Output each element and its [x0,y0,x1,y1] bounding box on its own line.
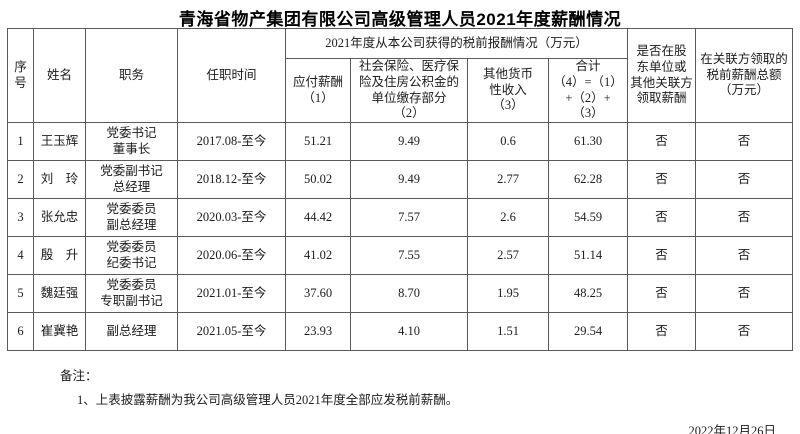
cell-name: 刘 玲 [33,160,86,199]
cell-title: 党委副书记 总经理 [85,160,178,199]
header-related: 在关联方领取的 税前薪酬总额 （万元） [695,28,794,123]
page-title: 青海省物产集团有限公司高级管理人员2021年度薪酬情况 [178,10,622,29]
cell-tenure: 2018.12-至今 [177,160,286,199]
cell-total: 29.54 [547,312,629,351]
cell-related: 否 [695,160,794,199]
cell-total: 62.28 [547,160,629,199]
cell-tenure: 2017.08-至今 [177,122,286,161]
cell-shareholder: 否 [627,198,697,237]
table-row: 4 殷 升 党委委员 纪委书记 2020.06-至今 41.02 7.55 2.… [7,236,794,275]
cell-shareholder: 否 [627,312,697,351]
cell-name: 崔冀艳 [33,312,86,351]
notes-section: 备注： 1、上表披露薪酬为我公司高级管理人员2021年度全部应发税前薪酬。 [60,365,800,408]
header-insurance: 社会保险、医疗保 险及住房公积金的 单位缴存部分 （2） [350,58,468,123]
cell-shareholder: 否 [627,236,697,275]
table-row: 2 刘 玲 党委副书记 总经理 2018.12-至今 50.02 9.49 2.… [7,160,794,199]
cell-tenure: 2020.06-至今 [177,236,286,275]
cell-tenure: 2020.03-至今 [177,198,286,237]
cell-seq: 2 [7,160,34,199]
header-total: 合计 （4）=（1） +（2）+ （3） [547,58,629,123]
cell-other-income: 1.51 [467,312,549,351]
cell-related: 否 [695,236,794,275]
cell-other-income: 0.6 [467,122,549,161]
cell-salary: 23.93 [285,312,351,351]
cell-seq: 4 [7,236,34,275]
header-tenure: 任职时间 [177,28,286,123]
cell-insurance: 7.57 [350,198,468,237]
cell-salary: 50.02 [285,160,351,199]
table-row: 3 张允忠 党委委员 副总经理 2020.03-至今 44.42 7.57 2.… [7,198,794,237]
cell-total: 61.30 [547,122,629,161]
cell-title: 党委委员 副总经理 [85,198,178,237]
cell-salary: 37.60 [285,274,351,313]
notes-label: 备注： [60,369,98,383]
cell-name: 殷 升 [33,236,86,275]
cell-insurance: 8.70 [350,274,468,313]
header-salary: 应付薪酬 （1） [285,58,351,123]
cell-other-income: 1.95 [467,274,549,313]
cell-insurance: 9.49 [350,160,468,199]
cell-name: 张允忠 [33,198,86,237]
header-title: 职务 [85,28,178,123]
cell-insurance: 9.49 [350,122,468,161]
table-row: 1 王玉辉 党委书记 董事长 2017.08-至今 51.21 9.49 0.6… [7,122,794,161]
cell-other-income: 2.6 [467,198,549,237]
cell-total: 48.25 [547,274,629,313]
cell-title: 党委委员 纪委书记 [85,236,178,275]
table-row: 5 魏廷强 党委委员 专职副书记 2021.01-至今 37.60 8.70 1… [7,274,794,313]
cell-insurance: 4.10 [350,312,468,351]
cell-title: 党委书记 董事长 [85,122,178,161]
document-date: 2022年12月26日 [688,424,776,434]
cell-seq: 1 [7,122,34,161]
cell-tenure: 2021.01-至今 [177,274,286,313]
cell-related: 否 [695,122,794,161]
header-name: 姓名 [33,28,86,123]
cell-related: 否 [695,312,794,351]
cell-title: 副总经理 [85,312,178,351]
cell-shareholder: 否 [627,122,697,161]
cell-other-income: 2.77 [467,160,549,199]
cell-seq: 3 [7,198,34,237]
cell-total: 54.59 [547,198,629,237]
header-seq: 序 号 [7,28,34,123]
cell-shareholder: 否 [627,274,697,313]
header-group-pretax: 2021年度从本公司获得的税前报酬情况（万元） [284,28,629,59]
cell-salary: 51.21 [285,122,351,161]
cell-tenure: 2021.05-至今 [177,312,286,351]
cell-shareholder: 否 [627,160,697,199]
cell-related: 否 [695,198,794,237]
salary-table: 序 号 姓名 职务 任职时间 2021年度从本公司获得的税前报酬情况（万元） 是… [7,28,794,351]
cell-related: 否 [695,274,794,313]
header-shareholder: 是否在股 东单位或 其他关联方 领取薪酬 [627,28,697,123]
cell-insurance: 7.55 [350,236,468,275]
cell-title: 党委委员 专职副书记 [85,274,178,313]
cell-name: 王玉辉 [33,122,86,161]
note-item-1: 1、上表披露薪酬为我公司高级管理人员2021年度全部应发税前薪酬。 [77,393,459,407]
cell-other-income: 2.57 [467,236,549,275]
cell-seq: 5 [7,274,34,313]
header-other-income: 其他货币 性收入 （3） [467,58,549,123]
cell-total: 51.14 [547,236,629,275]
cell-salary: 44.42 [285,198,351,237]
table-row: 6 崔冀艳 副总经理 2021.05-至今 23.93 4.10 1.51 29… [7,312,794,351]
cell-seq: 6 [7,312,34,351]
cell-salary: 41.02 [285,236,351,275]
cell-name: 魏廷强 [33,274,86,313]
